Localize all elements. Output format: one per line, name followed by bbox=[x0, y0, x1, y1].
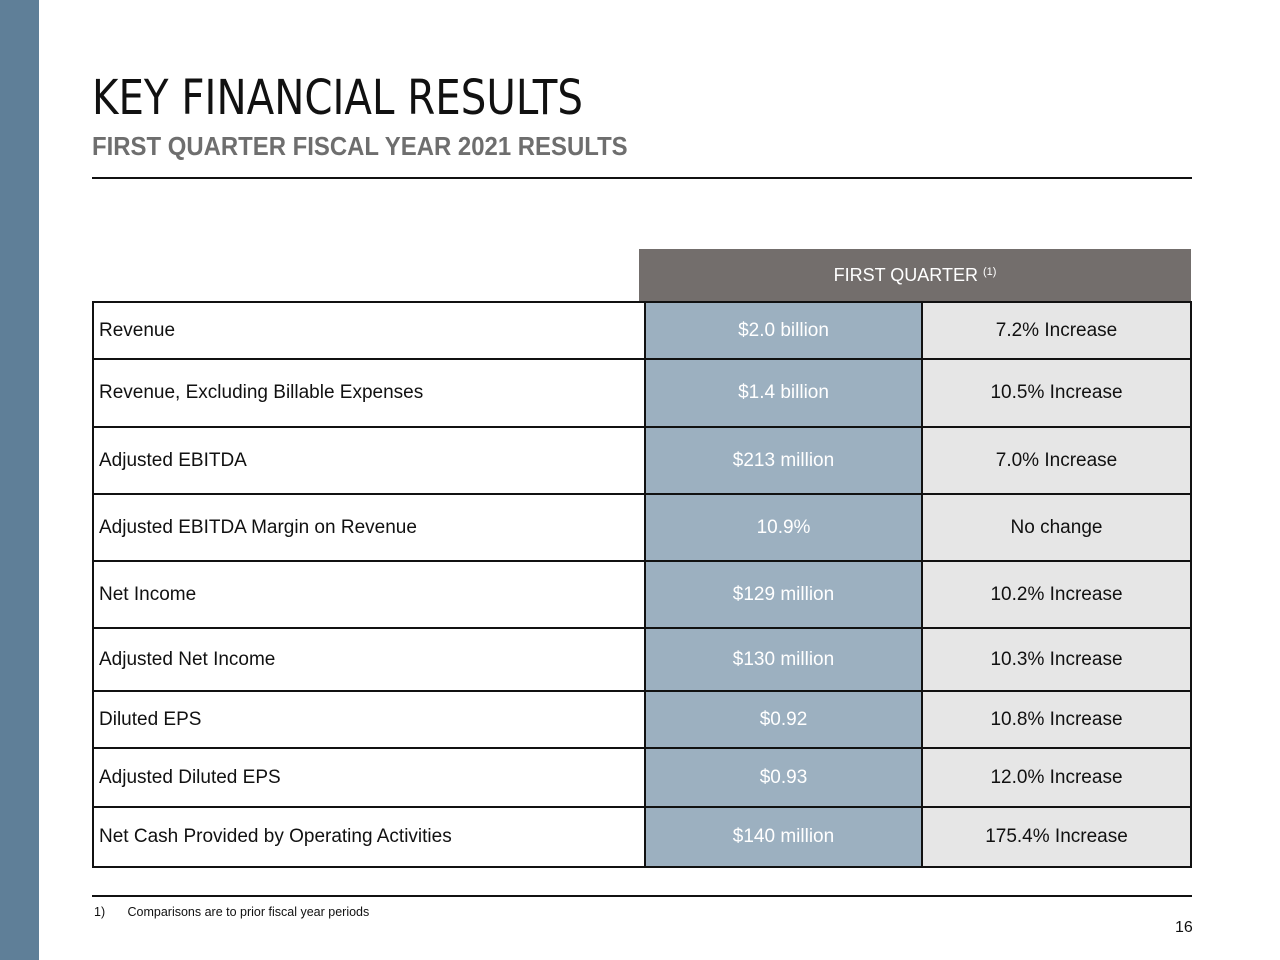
metric-change: 10.3% Increase bbox=[921, 627, 1192, 692]
metric-value: $0.93 bbox=[644, 747, 923, 808]
header-divider bbox=[92, 177, 1192, 179]
metric-value: $0.92 bbox=[644, 690, 923, 749]
metric-change: No change bbox=[921, 493, 1192, 562]
metric-label: Net Income bbox=[92, 560, 646, 629]
page-number: 16 bbox=[1175, 919, 1193, 936]
metric-value: $1.4 billion bbox=[644, 358, 923, 428]
metric-label: Diluted EPS bbox=[92, 690, 646, 749]
footnote-text: Comparisons are to prior fiscal year per… bbox=[127, 905, 370, 919]
metric-value: $140 million bbox=[644, 806, 923, 868]
metric-value: $130 million bbox=[644, 627, 923, 692]
first-quarter-header-label: FIRST QUARTER bbox=[833, 265, 978, 285]
footnote: 1) Comparisons are to prior fiscal year … bbox=[94, 905, 369, 919]
page-subtitle: FIRST QUARTER FISCAL YEAR 2021 RESULTS bbox=[92, 131, 628, 161]
table-row: Adjusted EBITDA Margin on Revenue 10.9% … bbox=[92, 493, 1192, 562]
page-title: KEY FINANCIAL RESULTS bbox=[92, 70, 583, 126]
table-row: Diluted EPS $0.92 10.8% Increase bbox=[92, 690, 1192, 749]
table-row: Adjusted Net Income $130 million 10.3% I… bbox=[92, 627, 1192, 692]
metric-change: 12.0% Increase bbox=[921, 747, 1192, 808]
table-row: Revenue, Excluding Billable Expenses $1.… bbox=[92, 358, 1192, 428]
footnote-number: 1) bbox=[94, 905, 106, 919]
table-row: Adjusted EBITDA $213 million 7.0% Increa… bbox=[92, 426, 1192, 495]
metric-label: Adjusted Diluted EPS bbox=[92, 747, 646, 808]
financial-results-table: Revenue $2.0 billion 7.2% Increase Reven… bbox=[92, 301, 1192, 868]
first-quarter-header: FIRST QUARTER (1) bbox=[639, 249, 1191, 302]
footer-divider bbox=[92, 895, 1192, 897]
metric-label: Revenue, Excluding Billable Expenses bbox=[92, 358, 646, 428]
metric-value: $2.0 billion bbox=[644, 301, 923, 360]
metric-label: Adjusted Net Income bbox=[92, 627, 646, 692]
table-row: Net Cash Provided by Operating Activitie… bbox=[92, 806, 1192, 868]
side-accent-bar bbox=[0, 0, 39, 960]
metric-label: Adjusted EBITDA Margin on Revenue bbox=[92, 493, 646, 562]
metric-change: 7.0% Increase bbox=[921, 426, 1192, 495]
metric-change: 10.5% Increase bbox=[921, 358, 1192, 428]
table-row: Net Income $129 million 10.2% Increase bbox=[92, 560, 1192, 629]
metric-value: $129 million bbox=[644, 560, 923, 629]
metric-change: 7.2% Increase bbox=[921, 301, 1192, 360]
table-row: Adjusted Diluted EPS $0.93 12.0% Increas… bbox=[92, 747, 1192, 808]
metric-label: Adjusted EBITDA bbox=[92, 426, 646, 495]
metric-label: Net Cash Provided by Operating Activitie… bbox=[92, 806, 646, 868]
metric-value: 10.9% bbox=[644, 493, 923, 562]
metric-label: Revenue bbox=[92, 301, 646, 360]
table-row: Revenue $2.0 billion 7.2% Increase bbox=[92, 301, 1192, 360]
metric-change: 10.8% Increase bbox=[921, 690, 1192, 749]
metric-change: 175.4% Increase bbox=[921, 806, 1192, 868]
first-quarter-header-note: (1) bbox=[982, 265, 997, 278]
metric-change: 10.2% Increase bbox=[921, 560, 1192, 629]
metric-value: $213 million bbox=[644, 426, 923, 495]
